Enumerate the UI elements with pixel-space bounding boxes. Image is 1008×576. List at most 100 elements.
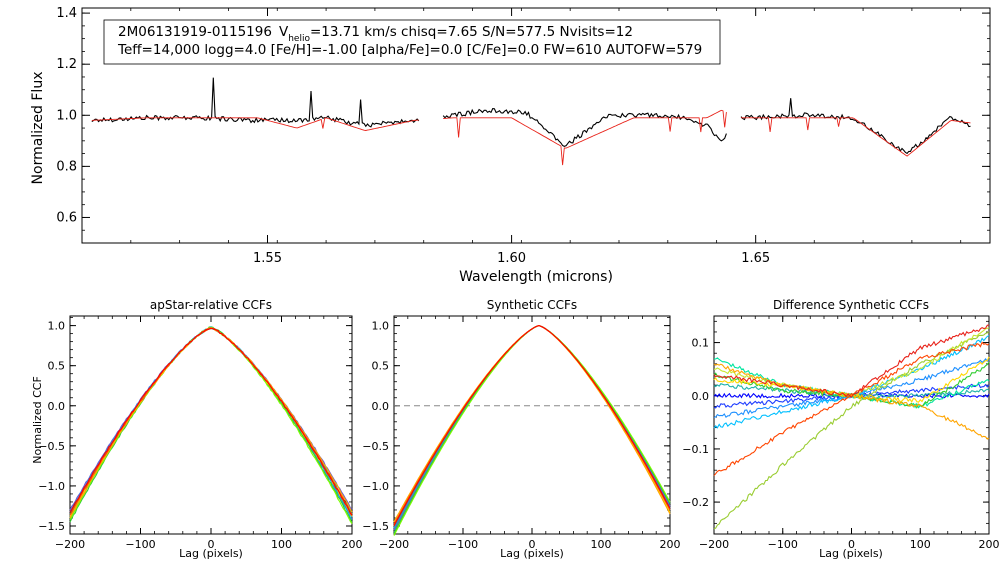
spectrum-ticks: 1.55 1.60 1.65 0.6 0.8 1.0 1.2 1.4 [56,6,990,266]
ccf-visit-13-line [713,324,990,399]
ccf3-xlabel: Lag (pixels) [819,547,883,560]
ccf-visit-3-line [393,325,671,529]
x-tick-label: 1.55 [253,251,282,266]
y-tick-label: −0.1 [682,443,709,456]
ccf-visit-11-line [393,325,671,525]
spectrum-xlabel: Wavelength (microns) [459,269,613,285]
x-tick-label: 0 [848,538,855,551]
spectrum-observed-line [91,77,420,128]
y-tick-label: −0.5 [38,440,65,453]
x-tick-label: −100 [125,538,155,551]
ccf-visit-10-line [393,325,671,523]
ccf-visit-11-line [69,327,353,516]
x-tick-label: −200 [55,538,85,551]
ccf2-lines [393,325,671,536]
y-tick-label: 1.0 [372,320,390,333]
y-tick-label: −0.5 [362,440,389,453]
y-tick-label: 0.6 [56,210,77,225]
ccf2-frame [393,315,671,535]
ccf-visit-5-line [69,327,353,518]
y-tick-label: 1.2 [56,57,77,72]
ccf-visit-7-line [69,326,353,523]
ccf2-ticks: −200 −100 0 100 200 −1.5 −1.0 −0.5 0.0 0.5 1.0 [362,316,681,551]
ccf-visit-6-line [69,327,353,519]
y-tick-label: 0.8 [56,159,77,174]
ccf-visit-8-line [69,327,353,525]
x-tick-label: 0 [529,538,536,551]
y-tick-label: 0.5 [48,360,66,373]
ccf-visit-12-line [69,327,353,516]
info-line-1-rest: =13.71 km/s chisq=7.65 S/N=577.5 Nvisits… [310,24,633,40]
star-id: 2M06131919-0115196 [118,24,272,40]
ccf1-ticks: −200 −100 0 100 200 −1.5 −1.0 −0.5 0.0 0.5 1.0 [38,316,363,551]
ccf1-lines [69,325,353,525]
x-tick-label: 1.65 [741,251,770,266]
ccf-visit-8-line [393,325,671,536]
ccf-visit-12-line [713,341,990,476]
spectrum-observed-line [442,108,727,148]
ccf2-title: Synthetic CCFs [487,298,577,312]
vhelio-symbol: V [279,24,289,40]
ccf-panel-apstar: −200 −100 0 100 200 −1.5 −1.0 −0.5 0.0 0.5 1.0 apS… [31,298,363,560]
y-tick-label: 0.1 [692,337,710,350]
spectrum-model-line [443,109,727,166]
ccf-visit-7-line [393,325,671,535]
y-tick-label: 1.0 [48,320,66,333]
x-tick-label: 1.60 [497,251,526,266]
x-tick-label: 100 [271,538,292,551]
spectrum-panel: 1.55 1.60 1.65 0.6 0.8 1.0 1.2 1.4 2M06131919-0… [30,6,991,285]
ccf-visit-1-line [69,327,353,515]
x-tick-label: 0 [208,538,215,551]
ccf3-lines [713,324,990,530]
ccf-panel-synthetic: −200 −100 0 100 200 −1.5 −1.0 −0.5 0.0 0.5 1.0 Syn… [362,298,680,560]
spectrum-ylabel: Normalized Flux [30,72,46,185]
x-tick-label: 200 [342,538,363,551]
spectrum-frame [81,7,991,244]
x-tick-label: −200 [379,538,409,551]
info-line-1: 2M06131919-0115196 Vhelio=13.71 km/s chis… [118,24,633,44]
x-tick-label: 200 [660,538,681,551]
vhelio-subscript: helio [288,34,310,44]
x-tick-label: −100 [448,538,478,551]
ccf-visit-2-line [69,327,353,511]
ccf1-frame [69,315,353,535]
y-tick-label: 1.4 [56,6,77,21]
y-tick-label: 0.5 [372,360,390,373]
ccf-visit-4-line [69,325,353,517]
ccf2-xlabel: Lag (pixels) [500,547,564,560]
ccf3-frame [713,315,990,535]
x-tick-label: −200 [699,538,729,551]
y-tick-label: 1.0 [56,108,77,123]
spectrum-lines [91,77,971,166]
ccf3-title: Difference Synthetic CCFs [773,298,929,312]
ccf-visit-11-line [713,363,990,440]
ccf-visit-3-line [69,327,353,520]
spectrum-model-line [91,117,419,131]
ccf-visit-5-line [393,325,671,528]
ccf-visit-10-line [69,327,353,519]
ccf-visit-9-line [69,326,353,517]
ccf-visit-9-line [393,325,671,523]
ccf-visit-8-line [713,331,990,530]
ccf3-ticks: −200 −100 0 100 200 −0.2 −0.1 0.0 0.1 [682,316,1000,551]
y-tick-label: 0.0 [48,400,66,413]
ccf-visit-12-line [393,325,671,527]
ccf-visit-4-line [393,325,671,527]
ccf1-xlabel: Lag (pixels) [179,547,243,560]
x-tick-label: −100 [768,538,798,551]
ccf1-ylabel: Normalized CCF [31,376,44,464]
info-line-2: Teff=14,000 logg=4.0 [Fe/H]=-1.00 [alpha… [117,42,702,58]
ccf-visit-6-line [393,325,671,533]
spectrum-observed-line [740,98,971,155]
y-tick-label: 0.0 [692,390,710,403]
x-tick-label: 100 [591,538,612,551]
spectrum-model-line [741,117,971,157]
y-tick-label: 0.0 [372,400,390,413]
ccf1-title: apStar-relative CCFs [150,298,272,312]
y-tick-label: −1.5 [38,520,65,533]
y-tick-label: −1.5 [362,520,389,533]
ccf-visit-2-line [393,325,671,531]
x-tick-label: 200 [979,538,1000,551]
